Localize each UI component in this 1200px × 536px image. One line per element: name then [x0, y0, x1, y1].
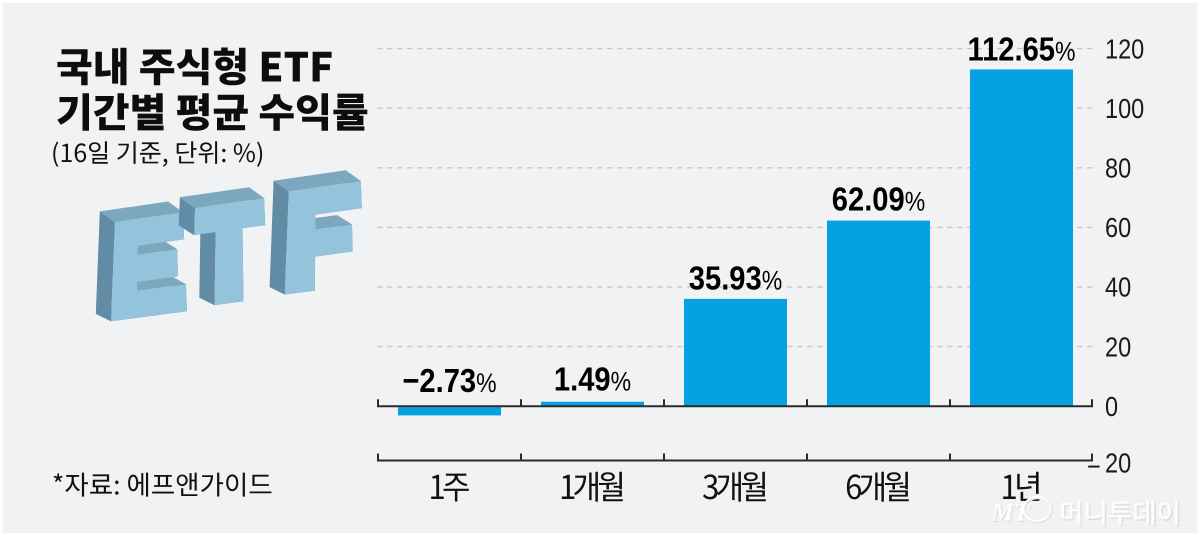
svg-text:0: 0 — [1105, 392, 1118, 422]
svg-text:120: 120 — [1105, 34, 1144, 64]
svg-text:100: 100 — [1105, 94, 1144, 124]
svg-text:20: 20 — [1105, 449, 1131, 479]
svg-text:80: 80 — [1105, 154, 1131, 184]
svg-text:40: 40 — [1105, 273, 1131, 303]
svg-text:−: − — [1087, 452, 1101, 482]
svg-text:20: 20 — [1105, 332, 1131, 362]
svg-text:60: 60 — [1105, 213, 1131, 243]
svg-text:62.09%: 62.09% — [832, 181, 925, 218]
